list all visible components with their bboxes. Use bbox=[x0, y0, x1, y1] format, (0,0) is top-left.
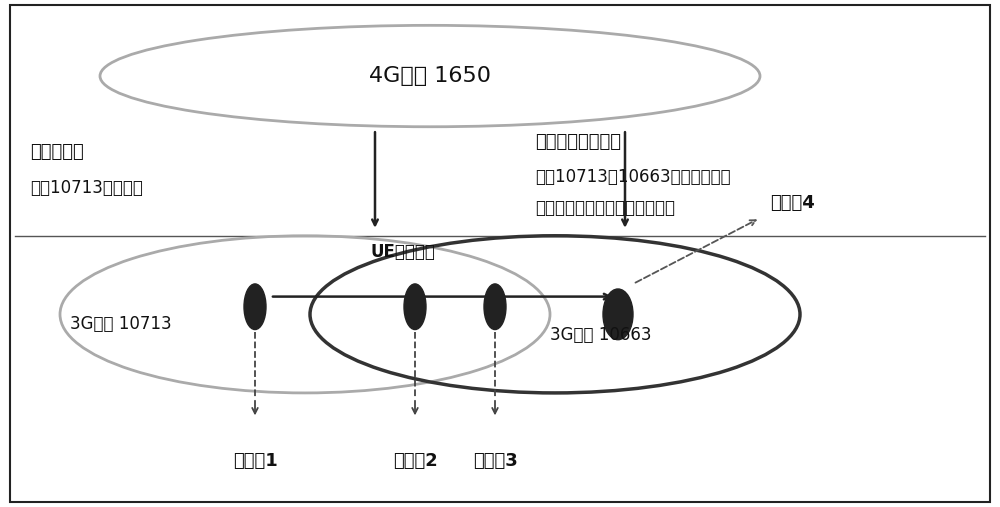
Text: 测试点2: 测试点2 bbox=[393, 452, 437, 470]
Text: 4G宏站 1650: 4G宏站 1650 bbox=[369, 66, 491, 86]
Text: UE移动方向: UE移动方向 bbox=[370, 243, 435, 261]
Ellipse shape bbox=[603, 289, 633, 340]
Text: 3G宏站 10713: 3G宏站 10713 bbox=[70, 315, 172, 334]
Ellipse shape bbox=[244, 284, 266, 330]
Text: 加两个频点对应小区的邻区关系: 加两个频点对应小区的邻区关系 bbox=[535, 199, 675, 217]
Ellipse shape bbox=[404, 284, 426, 330]
Text: 3G届分 10663: 3G届分 10663 bbox=[550, 325, 652, 344]
Text: 盲重定向：: 盲重定向： bbox=[30, 143, 84, 161]
Text: 测试点4: 测试点4 bbox=[770, 194, 815, 212]
Text: 配罞10713回落频点: 配罞10713回落频点 bbox=[30, 178, 143, 197]
Text: 基于测量重定向：: 基于测量重定向： bbox=[535, 133, 621, 151]
Text: 测试点1: 测试点1 bbox=[233, 452, 277, 470]
Text: 配罞10713和10663回落频点，增: 配罞10713和10663回落频点，增 bbox=[535, 168, 731, 187]
Ellipse shape bbox=[484, 284, 506, 330]
Text: 测试点3: 测试点3 bbox=[473, 452, 517, 470]
